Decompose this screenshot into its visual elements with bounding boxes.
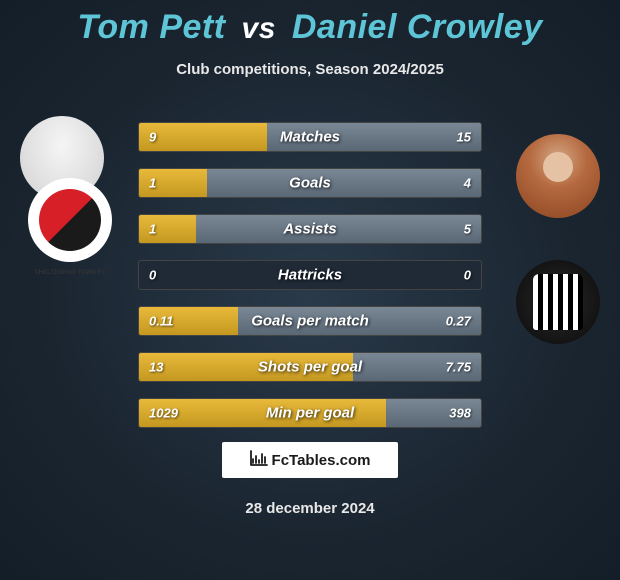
stat-value-right: 5 (464, 222, 471, 237)
stat-row: 1029 398 Min per goal (138, 398, 482, 428)
chart-icon (250, 450, 268, 471)
stat-value-left: 13 (149, 360, 163, 375)
stat-value-left: 1 (149, 222, 156, 237)
subtitle: Club competitions, Season 2024/2025 (0, 61, 620, 78)
comparison-title: Tom Pett vs Daniel Crowley (0, 0, 620, 47)
stat-label: Shots per goal (258, 359, 362, 376)
stat-value-left: 0.11 (149, 314, 173, 329)
stat-bar-right (207, 169, 481, 197)
brand-logo: FcTables.com (222, 442, 398, 478)
club-left-label: CHELTENHAM TOWN FC (34, 270, 105, 276)
stat-value-right: 15 (457, 130, 471, 145)
brand-text: FcTables.com (272, 452, 371, 469)
player1-club-badge: CHELTENHAM TOWN FC (28, 178, 112, 262)
club-badge-icon (533, 274, 583, 330)
stat-row: 13 7.75 Shots per goal (138, 352, 482, 382)
player2-name: Daniel Crowley (292, 8, 543, 46)
stat-row: 9 15 Matches (138, 122, 482, 152)
stat-value-right: 0.27 (446, 314, 471, 329)
stat-row: 0.11 0.27 Goals per match (138, 306, 482, 336)
player2-club-badge (516, 260, 600, 344)
stat-value-left: 9 (149, 130, 156, 145)
stat-label: Matches (280, 129, 340, 146)
stat-label: Goals (289, 175, 331, 192)
footer-date: 28 december 2024 (245, 500, 374, 517)
player2-avatar (516, 134, 600, 218)
stats-container: 915Matches14Goals15Assists00Hattricks0.1… (138, 122, 482, 444)
club-badge-icon (39, 189, 101, 251)
stat-value-left: 1029 (149, 406, 178, 421)
stat-label: Goals per match (251, 313, 369, 330)
stat-value-right: 7.75 (446, 360, 471, 375)
stat-label: Assists (283, 221, 336, 238)
stat-bar-left (139, 215, 196, 243)
stat-value-left: 0 (149, 268, 156, 283)
stat-value-right: 398 (449, 406, 471, 421)
stat-value-right: 0 (464, 268, 471, 283)
stat-value-left: 1 (149, 176, 156, 191)
stat-row: 0 0 Hattricks (138, 260, 482, 290)
stat-row: 1 5 Assists (138, 214, 482, 244)
stat-row: 1 4 Goals (138, 168, 482, 198)
stat-bar-right (196, 215, 481, 243)
stat-bar-left (139, 123, 267, 151)
player1-name: Tom Pett (77, 8, 225, 46)
stat-label: Hattricks (278, 267, 342, 284)
stat-label: Min per goal (266, 405, 354, 422)
stat-value-right: 4 (464, 176, 471, 191)
vs-text: vs (242, 12, 276, 45)
